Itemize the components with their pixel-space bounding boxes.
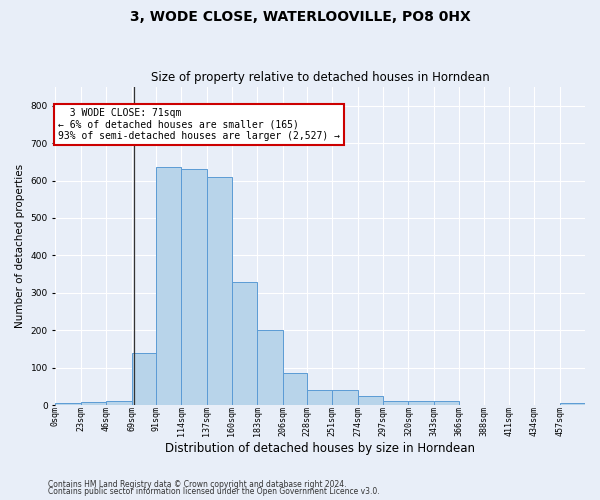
Bar	[307, 390, 332, 405]
Bar	[206, 177, 232, 405]
Bar	[257, 330, 283, 405]
Title: Size of property relative to detached houses in Horndean: Size of property relative to detached ho…	[151, 72, 490, 85]
Bar	[55, 403, 81, 405]
Bar	[358, 396, 383, 405]
Text: Contains HM Land Registry data © Crown copyright and database right 2024.: Contains HM Land Registry data © Crown c…	[48, 480, 347, 489]
Bar	[434, 402, 459, 405]
Bar	[560, 403, 585, 405]
Bar	[232, 282, 257, 405]
Text: Contains public sector information licensed under the Open Government Licence v3: Contains public sector information licen…	[48, 487, 380, 496]
Bar	[181, 170, 206, 405]
Text: 3, WODE CLOSE, WATERLOOVILLE, PO8 0HX: 3, WODE CLOSE, WATERLOOVILLE, PO8 0HX	[130, 10, 470, 24]
Bar	[383, 402, 409, 405]
X-axis label: Distribution of detached houses by size in Horndean: Distribution of detached houses by size …	[165, 442, 475, 455]
Text: 3 WODE CLOSE: 71sqm
← 6% of detached houses are smaller (165)
93% of semi-detach: 3 WODE CLOSE: 71sqm ← 6% of detached hou…	[58, 108, 340, 141]
Bar	[283, 374, 307, 405]
Y-axis label: Number of detached properties: Number of detached properties	[15, 164, 25, 328]
Bar	[332, 390, 358, 405]
Bar	[131, 352, 156, 405]
Bar	[106, 402, 131, 405]
Bar	[156, 168, 181, 405]
Bar	[81, 402, 106, 405]
Bar	[409, 402, 434, 405]
